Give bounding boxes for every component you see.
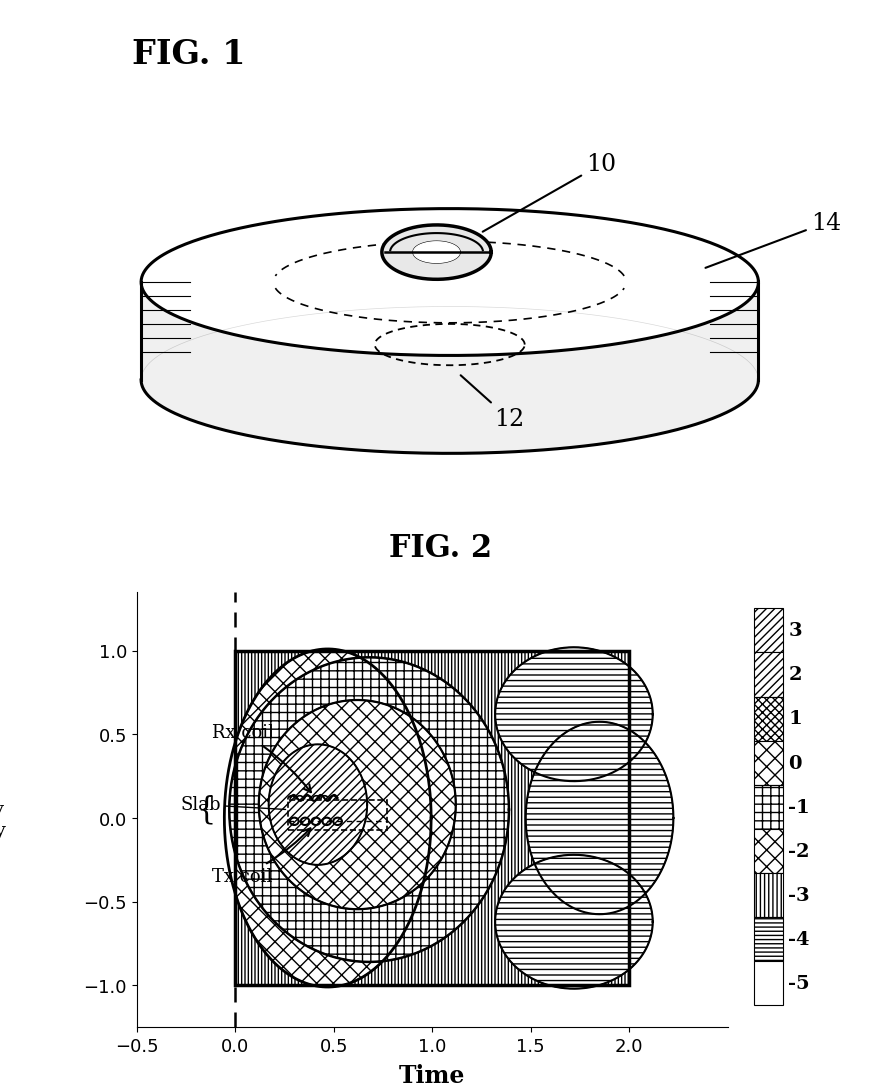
Text: 3: 3 [788, 622, 801, 640]
Text: -2: -2 [788, 842, 809, 860]
Bar [235, 651, 628, 986]
Text: 14: 14 [705, 212, 840, 268]
Bar [753, 653, 782, 697]
Bar [753, 873, 782, 917]
Text: 0: 0 [788, 754, 801, 772]
Bar [753, 917, 782, 961]
Text: -4: -4 [788, 930, 809, 948]
Ellipse shape [258, 700, 455, 910]
Text: 12: 12 [460, 376, 523, 430]
Bar [235, 651, 628, 986]
Text: -5: -5 [788, 974, 810, 992]
Ellipse shape [494, 648, 652, 782]
Bar [753, 609, 782, 653]
Text: FIG. 1: FIG. 1 [132, 38, 246, 71]
Bar [753, 785, 782, 829]
Bar [288, 800, 387, 829]
Text: Slab: Slab [180, 796, 285, 814]
Bar [753, 961, 782, 1005]
Text: 10: 10 [482, 153, 616, 233]
Bar [753, 697, 782, 741]
X-axis label: Time: Time [398, 1063, 465, 1087]
Ellipse shape [494, 855, 652, 989]
Polygon shape [141, 210, 758, 355]
Text: -1: -1 [788, 798, 810, 816]
Bar [753, 829, 782, 873]
Ellipse shape [229, 658, 508, 962]
Polygon shape [141, 283, 758, 453]
Polygon shape [413, 242, 459, 263]
Text: 2: 2 [788, 666, 801, 684]
Text: {: { [196, 795, 215, 825]
Ellipse shape [269, 745, 366, 865]
Ellipse shape [224, 649, 431, 987]
Polygon shape [413, 242, 459, 263]
Text: Tx coil: Tx coil [211, 828, 310, 886]
Bar [235, 651, 628, 986]
Text: 1: 1 [788, 710, 802, 728]
Y-axis label: Total
Energy
Density: Total Energy Density [0, 780, 7, 839]
Text: FIG. 2: FIG. 2 [389, 533, 492, 563]
Text: Rx coil: Rx coil [211, 724, 310, 792]
Ellipse shape [525, 722, 673, 914]
Text: -3: -3 [788, 886, 810, 904]
Polygon shape [381, 226, 491, 279]
Bar [753, 741, 782, 785]
